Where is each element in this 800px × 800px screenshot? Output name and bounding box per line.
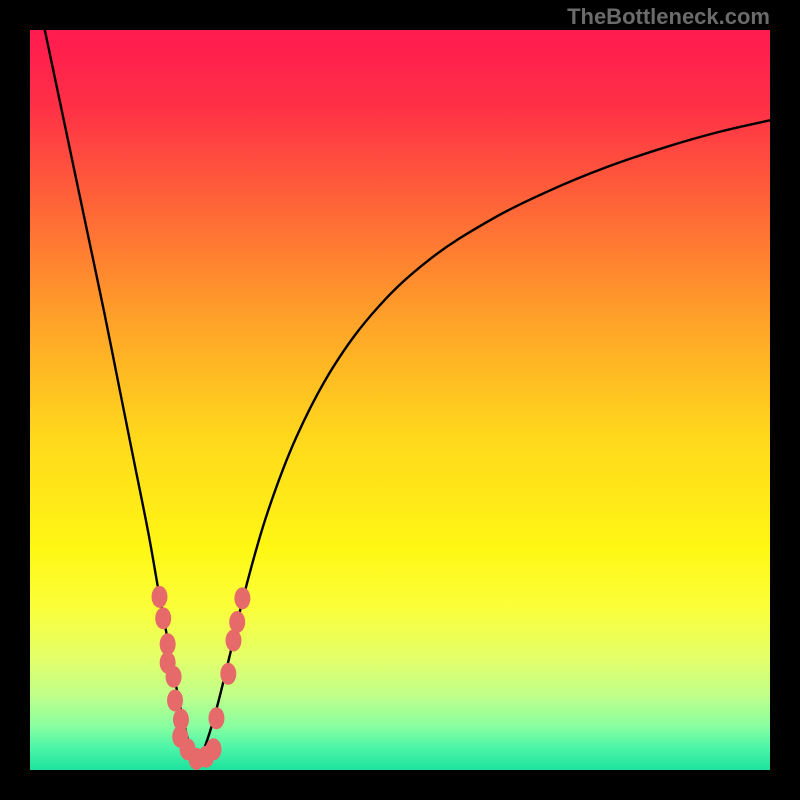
- marker-point: [155, 607, 171, 629]
- curve-right-branch: [197, 120, 771, 762]
- figure-root: TheBottleneck.com: [0, 0, 800, 800]
- marker-point: [234, 587, 250, 609]
- plot-area: [30, 30, 770, 770]
- curve-layer: [30, 30, 770, 770]
- marker-point: [226, 630, 242, 652]
- marker-group: [152, 586, 251, 770]
- curve-left-branch: [45, 30, 197, 763]
- marker-point: [206, 738, 222, 760]
- marker-point: [152, 586, 168, 608]
- marker-point: [208, 707, 224, 729]
- watermark-text: TheBottleneck.com: [567, 4, 770, 30]
- marker-point: [220, 663, 236, 685]
- marker-point: [167, 689, 183, 711]
- marker-point: [229, 611, 245, 633]
- marker-point: [166, 666, 182, 688]
